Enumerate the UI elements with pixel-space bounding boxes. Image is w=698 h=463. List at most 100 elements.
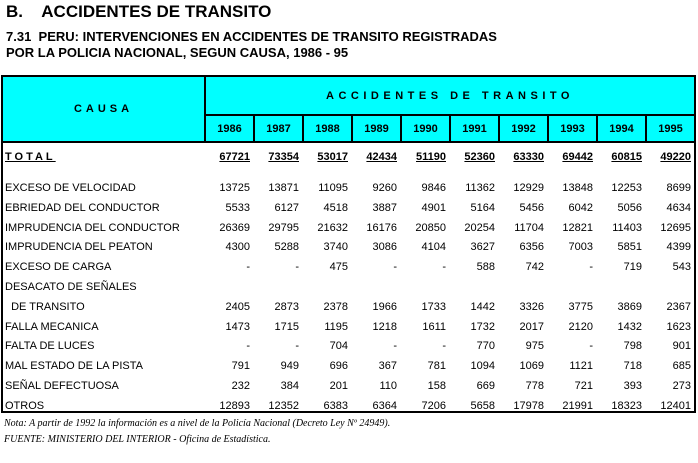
- table-row: FALLA MECANICA 1473 1715 1195 1218 1611 1732 20…: [3, 317, 694, 337]
- cell-value: 5658: [470, 399, 495, 412]
- cell-value: 3869: [617, 300, 642, 313]
- cell-value: -: [295, 340, 299, 353]
- year-header: 1987: [253, 116, 302, 141]
- cell-value: 770: [476, 340, 495, 353]
- cell-value: 5533: [225, 201, 250, 214]
- cell-value: 6356: [519, 241, 544, 254]
- cell-value: 4104: [421, 241, 446, 254]
- cell-value: -: [589, 261, 593, 274]
- year-header: 1990: [400, 116, 449, 141]
- cell-value: 696: [329, 360, 348, 373]
- cell-value: 5851: [617, 241, 642, 254]
- cell-value: -: [442, 261, 446, 274]
- cell-value: 3887: [372, 201, 397, 214]
- cell-value: 6042: [568, 201, 593, 214]
- cell-value: 73354: [268, 151, 299, 163]
- data-table: CAUSA ACCIDENTES DE TRANSITO 1986 1987 198…: [1, 75, 696, 413]
- row-label: DE TRANSITO: [5, 300, 85, 313]
- cell-value: 29795: [268, 221, 299, 234]
- cell-value: 158: [427, 380, 446, 392]
- cell-value: 3775: [568, 300, 593, 313]
- cell-value: 12695: [660, 221, 691, 234]
- cell-value: 1623: [666, 320, 691, 333]
- cell-value: 7003: [568, 241, 593, 254]
- cell-value: -: [393, 340, 397, 353]
- cell-value: 1195: [324, 320, 348, 333]
- table-header: CAUSA ACCIDENTES DE TRANSITO 1986 1987 198…: [3, 77, 694, 143]
- cell-value: 273: [672, 380, 691, 392]
- cell-value: 11403: [612, 221, 642, 234]
- cell-value: -: [589, 340, 593, 353]
- cell-value: 8699: [666, 182, 691, 194]
- group-header: ACCIDENTES DE TRANSITO: [206, 77, 694, 116]
- cell-value: 26369: [219, 221, 250, 234]
- row-label: IMPRUDENCIA DEL PEATON: [5, 241, 153, 254]
- total-row: TOTAL 67721 73354 53017 42434 51190 52360 63330…: [3, 147, 694, 167]
- cell-value: 1432: [617, 320, 642, 333]
- cell-value: 53017: [317, 151, 348, 163]
- table-row: IMPRUDENCIA DEL PEATON 4300 5288 3740 3086 41…: [3, 237, 694, 257]
- cell-value: 543: [672, 261, 691, 274]
- year-header: 1989: [351, 116, 400, 141]
- table-row: EXCESO DE CARGA - - 475 - - 588 742 - 719 543: [3, 257, 694, 277]
- year-header: 1995: [645, 116, 694, 141]
- cell-value: 13725: [219, 182, 250, 194]
- causa-header: CAUSA: [3, 77, 206, 141]
- cell-value: 781: [427, 360, 446, 373]
- cell-value: 232: [231, 380, 250, 392]
- cell-value: 1121: [569, 360, 593, 373]
- cell-value: 588: [476, 261, 495, 274]
- source-note: FUENTE: MINISTERIO DEL INTERIOR - Oficin…: [4, 434, 271, 445]
- cell-value: 685: [672, 360, 691, 373]
- table-title-line1: 7.31 PERU: INTERVENCIONES EN ACCIDENTES …: [6, 29, 497, 44]
- cell-value: 5056: [617, 201, 642, 214]
- cell-value: 669: [476, 380, 495, 392]
- cell-value: 51190: [416, 151, 446, 163]
- cell-value: 52360: [464, 151, 495, 163]
- cell-value: 1733: [421, 300, 446, 313]
- cell-value: 2405: [225, 300, 250, 313]
- cell-value: 21632: [317, 221, 348, 234]
- cell-value: 6127: [274, 201, 299, 214]
- cell-value: 6383: [323, 399, 348, 412]
- cell-value: 901: [672, 340, 691, 353]
- cell-value: 11362: [465, 182, 495, 194]
- row-label: TOTAL: [5, 151, 56, 163]
- cell-value: 1218: [372, 320, 397, 333]
- cell-value: 4901: [421, 201, 446, 214]
- cell-value: 384: [280, 380, 299, 392]
- cell-value: 778: [525, 380, 544, 392]
- cell-value: 4634: [666, 201, 691, 214]
- cell-value: 2378: [323, 300, 348, 313]
- cell-value: 12893: [219, 399, 250, 412]
- table-note: Nota: A partir de 1992 la información es…: [4, 418, 391, 429]
- row-label: DESACATO DE SEÑALES: [5, 281, 137, 293]
- cell-value: -: [246, 261, 250, 274]
- table-title-line2: POR LA POLICIA NACIONAL, SEGUN CAUSA, 19…: [6, 45, 349, 60]
- cell-value: 11704: [514, 221, 544, 234]
- cell-value: 12253: [611, 182, 642, 194]
- table-row: FALTA DE LUCES - - 704 - - 770 975 - 798 901: [3, 336, 694, 356]
- cell-value: 16176: [366, 221, 397, 234]
- cell-value: 742: [525, 261, 544, 274]
- cell-value: 704: [329, 340, 348, 353]
- row-label: OTROS: [5, 399, 45, 412]
- cell-value: 17978: [513, 399, 544, 412]
- row-label: EBRIEDAD DEL CONDUCTOR: [5, 201, 160, 214]
- cell-value: 67721: [219, 151, 250, 163]
- cell-value: 13848: [562, 182, 593, 194]
- cell-value: 13871: [268, 182, 299, 194]
- year-headers: 1986 1987 1988 1989 1990 1991 1992 1993 1994 1995: [206, 116, 694, 141]
- cell-value: 4399: [666, 241, 691, 254]
- table-row: MAL ESTADO DE LA PISTA 791 949 696 367 781 109…: [3, 356, 694, 376]
- cell-value: 1094: [470, 360, 495, 373]
- cell-value: 12352: [268, 399, 299, 412]
- cell-value: 20254: [464, 221, 495, 234]
- row-label: MAL ESTADO DE LA PISTA: [5, 360, 143, 373]
- year-header: 1988: [302, 116, 351, 141]
- section-title: B. ACCIDENTES DE TRANSITO: [6, 2, 272, 21]
- cell-value: -: [295, 261, 299, 274]
- table-row: OTROS 12893 12352 6383 6364 7206 5658 17978 2199…: [3, 396, 694, 416]
- cell-value: 791: [231, 360, 250, 373]
- cell-value: 975: [525, 340, 544, 353]
